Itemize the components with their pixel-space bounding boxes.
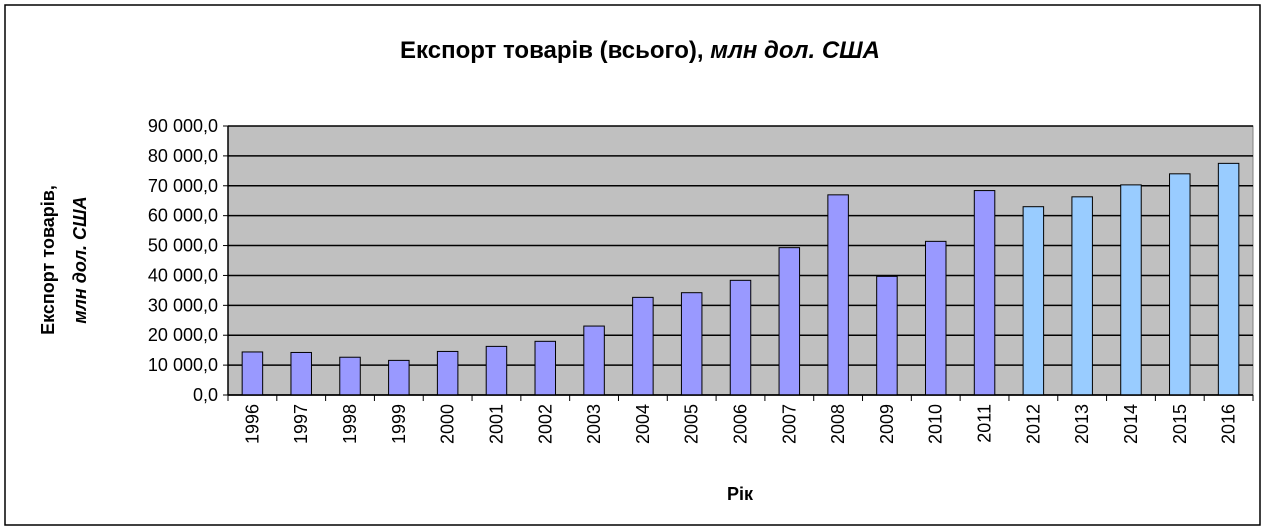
bar: [827, 194, 849, 396]
bar: [632, 296, 654, 396]
y-tick-label: 40 000,0: [148, 265, 218, 285]
x-tick-label: 2002: [535, 404, 555, 444]
bar: [1169, 173, 1191, 396]
bar: [339, 356, 361, 396]
bar: [388, 359, 410, 396]
bar: [680, 292, 703, 396]
y-tick-label: 50 000,0: [148, 236, 218, 256]
x-tick-label: 2016: [1219, 404, 1239, 444]
x-tick-label: 2004: [633, 404, 653, 444]
bar: [534, 340, 557, 396]
chart-title: Експорт товарів (всього), млн дол. США: [400, 37, 880, 64]
y-tick-label: 60 000,0: [148, 206, 218, 226]
x-tick-label: 2009: [877, 404, 897, 444]
y-tick-label: 0,0: [193, 385, 218, 405]
y-tick-label: 30 000,0: [148, 295, 218, 315]
x-tick-label: 2013: [1072, 404, 1092, 444]
title-main: Експорт товарів (всього),: [400, 37, 704, 64]
bar: [876, 275, 898, 396]
x-tick-label: 2006: [731, 404, 751, 444]
x-tick-label: 2010: [926, 404, 946, 444]
bar: [436, 350, 459, 396]
bar: [729, 279, 752, 396]
x-tick-label: 2007: [779, 404, 799, 444]
bar: [485, 345, 508, 396]
y-tick-label: 70 000,0: [148, 176, 218, 196]
title-unit: млн дол. США: [710, 37, 880, 64]
x-axis-label: Рік: [727, 484, 754, 504]
y-tick-label: 80 000,0: [148, 146, 218, 166]
bar: [973, 190, 996, 396]
y-axis-unit: млн дол. США: [70, 196, 90, 323]
x-tick-label: 1997: [291, 404, 311, 444]
y-axis-label: Експорт товарів,: [38, 185, 58, 335]
x-tick-label: 2014: [1121, 404, 1141, 444]
x-tick-label: 1996: [242, 404, 262, 444]
bar: [778, 247, 801, 396]
x-tick-label: 2008: [828, 404, 848, 444]
x-tick-label: 2005: [682, 404, 702, 444]
y-tick-label: 90 000,0: [148, 116, 218, 136]
x-tick-label: 2000: [438, 404, 458, 444]
bar: [290, 351, 312, 396]
x-tick-label: 1998: [340, 404, 360, 444]
x-tick-label: 2011: [975, 404, 995, 443]
bar: [1022, 206, 1045, 396]
bar: [1120, 184, 1142, 396]
bar: [241, 351, 264, 396]
bar: [1071, 196, 1093, 396]
y-tick-label: 20 000,0: [148, 325, 218, 345]
x-tick-label: 2015: [1170, 404, 1190, 444]
bar: [924, 240, 947, 396]
bar: [583, 325, 605, 396]
y-tick-label: 10 000,0: [148, 355, 218, 375]
bar: [1217, 162, 1240, 396]
x-tick-label: 2003: [584, 404, 604, 444]
x-tick-label: 2012: [1023, 404, 1043, 444]
x-tick-label: 1999: [389, 404, 409, 444]
x-tick-label: 2001: [486, 404, 506, 444]
